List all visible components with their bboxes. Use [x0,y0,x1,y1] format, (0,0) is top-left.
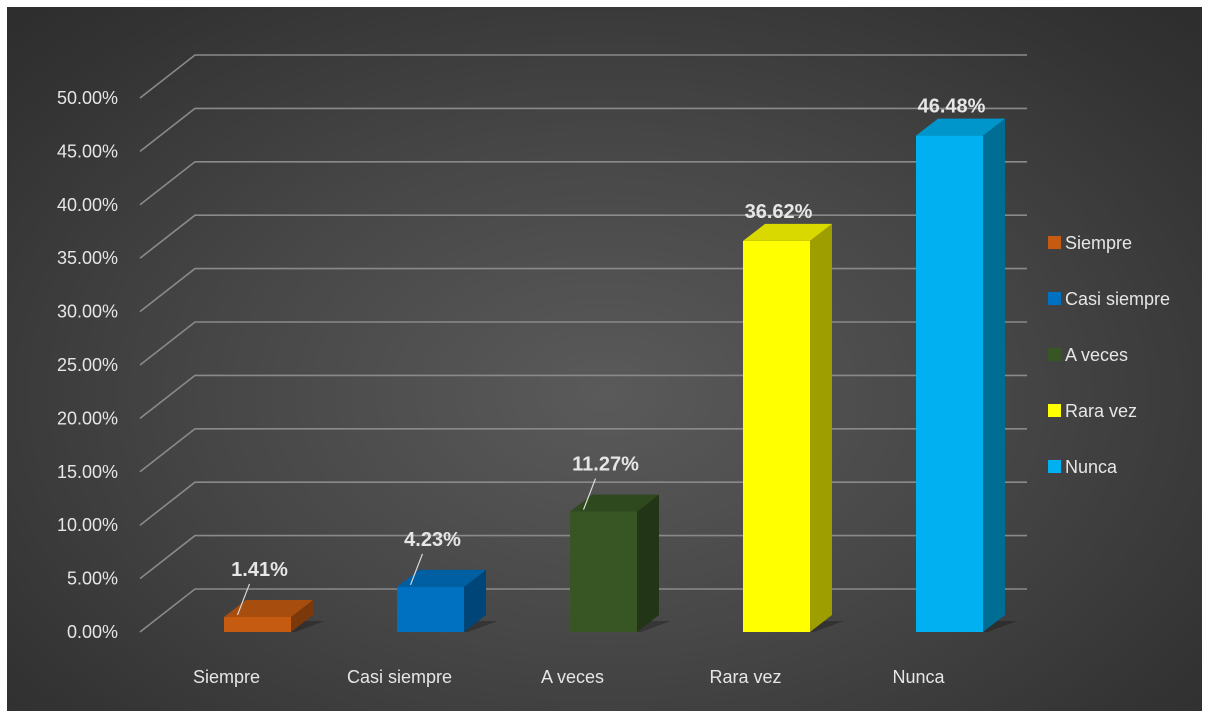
y-tick-label: 15.00% [57,462,118,482]
legend-label: Rara vez [1065,401,1137,421]
y-tick-label: 5.00% [67,569,118,589]
x-tick-label: Siempre [193,667,260,687]
bar-side [637,494,659,632]
legend-swatch [1048,348,1061,361]
bar [570,511,637,632]
data-label: 11.27% [572,454,639,476]
bar-side [983,118,1005,632]
y-tick-label: 0.00% [67,622,118,642]
legend-swatch [1048,292,1061,305]
bar-top [916,118,1005,136]
legend-label: Siempre [1065,233,1132,253]
data-label-leader [582,478,597,510]
gridline [139,161,1027,206]
bar [916,135,983,632]
y-tick-label: 45.00% [57,141,118,161]
gridline [139,107,1027,153]
data-label: 36.62% [745,201,813,223]
x-tick-label: A veces [541,667,604,687]
y-tick-label: 35.00% [57,248,118,268]
data-label: 1.41% [231,559,288,581]
gridline [139,374,1027,420]
gridline [139,321,1027,366]
gridline [139,267,1027,313]
y-tick-label: 30.00% [57,302,118,322]
y-tick-label: 25.00% [57,355,118,375]
gridline [139,214,1027,259]
bar [224,616,291,632]
bar-top [224,599,313,617]
bar-side [464,569,486,632]
y-tick-label: 50.00% [57,88,118,108]
bar [397,586,464,632]
x-tick-label: Rara vez [709,667,781,687]
bar-side [291,599,313,632]
legend-swatch [1048,404,1061,417]
x-tick-label: Casi siempre [347,667,452,687]
y-tick-label: 40.00% [57,195,118,215]
legend-label: Nunca [1065,457,1118,477]
bar-top [743,223,832,241]
bar-top [397,569,486,587]
legend-swatch [1048,236,1061,249]
legend-label: A veces [1065,345,1128,365]
bar-side [810,223,832,632]
y-tick-label: 10.00% [57,515,118,535]
bar [743,240,810,632]
data-label-leader [236,583,251,616]
data-label: 4.23% [404,529,461,551]
gridline [139,54,1027,99]
y-tick-label: 20.00% [57,408,118,428]
bar-top [570,494,659,512]
legend-swatch [1048,460,1061,473]
legend-label: Casi siempre [1065,289,1170,309]
data-label-leader [409,553,424,586]
data-label: 46.48% [918,96,986,118]
x-tick-label: Nunca [892,667,945,687]
